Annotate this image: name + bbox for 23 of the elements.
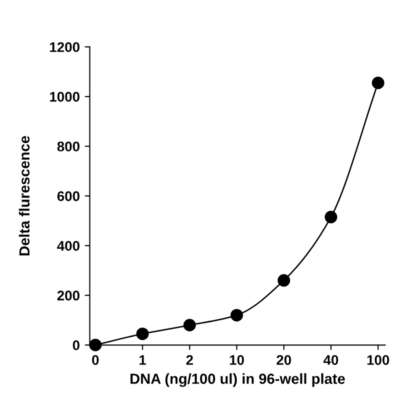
x-tick-label: 40	[323, 355, 338, 365]
y-tick-label: 800	[57, 142, 80, 152]
y-tick-label: 1000	[50, 92, 80, 102]
x-tick-label: 0	[92, 355, 99, 365]
x-tick-label: 100	[367, 355, 390, 365]
y-tick-label: 600	[57, 191, 80, 202]
point	[278, 274, 290, 287]
x-tick-label: 10	[230, 355, 244, 365]
y-tick-label: 1200	[50, 42, 80, 52]
point	[372, 76, 384, 90]
point	[136, 328, 149, 340]
y-tick-label: 400	[57, 240, 80, 251]
x-tick-label: 1	[140, 355, 146, 365]
y-tick-label: 0	[72, 340, 80, 350]
point	[230, 308, 243, 322]
point	[324, 210, 338, 224]
point	[183, 318, 196, 332]
x-tick-label: 2	[186, 355, 193, 365]
y-tick-label: 200	[57, 290, 80, 300]
x-tick-label: 20	[276, 355, 292, 365]
x-axis-title: DNA (ng/100 ul) in 96-well plate	[130, 373, 345, 387]
y-axis-title: Delta flurescence	[18, 136, 30, 256]
point	[89, 338, 102, 352]
